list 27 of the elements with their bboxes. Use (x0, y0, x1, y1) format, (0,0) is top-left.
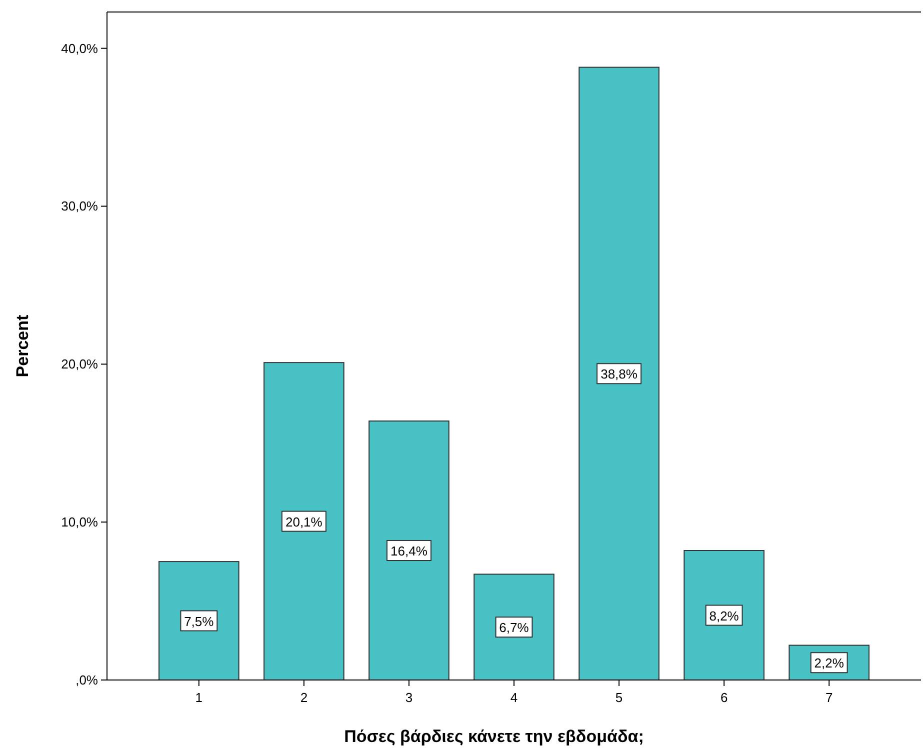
bar (578, 66, 660, 680)
x-tick-label: 7 (825, 690, 833, 705)
y-axis-title: Percent (13, 314, 32, 378)
data-label: 8,2% (709, 608, 740, 624)
y-tick-label: 40,0% (61, 40, 98, 56)
data-label: 2,2% (814, 656, 844, 671)
data-label: 16,4% (390, 544, 428, 559)
bar (368, 420, 450, 680)
data-label: 7,5% (184, 614, 214, 629)
x-tick-label: 2 (300, 690, 308, 705)
y-tick-label: 30,0% (61, 198, 98, 214)
y-tick-label: ,0% (76, 672, 98, 688)
data-label: 6,7% (499, 620, 530, 636)
bar (264, 362, 344, 680)
x-tick-label: 1 (195, 690, 203, 705)
y-tick-label: 10,0% (61, 514, 98, 530)
bar (158, 561, 240, 680)
x-tick-label: 3 (405, 690, 413, 705)
x-tick-label: 4 (510, 690, 518, 705)
data-label: 38,8% (600, 366, 638, 382)
x-tick-label: 5 (615, 690, 623, 705)
y-tick-label: 20,0% (61, 356, 98, 372)
x-axis-title: Πόσες βάρδιες κάνετε την εβδομάδα; (344, 727, 644, 746)
x-tick-label: 6 (720, 690, 728, 705)
bar (474, 574, 554, 680)
data-label: 20,1% (286, 514, 323, 530)
bar (684, 550, 764, 680)
